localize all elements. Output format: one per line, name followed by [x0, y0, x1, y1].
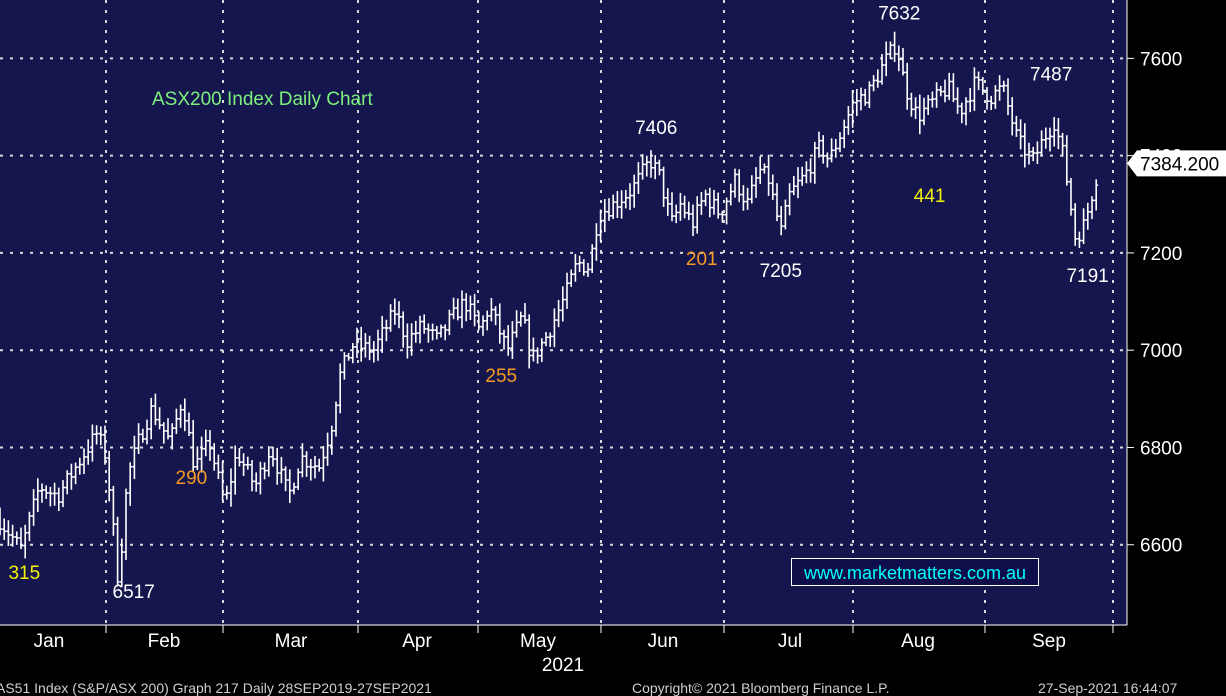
x-tick-label: Jun: [648, 631, 679, 652]
y-tick-label: 6600: [1140, 536, 1182, 557]
annotation-label: 441: [914, 186, 946, 207]
last-price-marker: 7384.200: [1127, 150, 1226, 177]
x-tick-label: Mar: [275, 631, 308, 652]
annotation-label: 6517: [113, 582, 155, 603]
x-tick-label: Jul: [778, 631, 802, 652]
y-tick-label: 7200: [1140, 244, 1182, 265]
x-tick-label: Sep: [1032, 631, 1066, 652]
annotation-label: 315: [8, 563, 40, 584]
watermark-link[interactable]: www.marketmatters.com.au: [791, 558, 1039, 586]
price-bars: [0, 31, 1099, 588]
footer-left-text: AS51 Index (S&P/ASX 200) Graph 217 Daily…: [0, 680, 432, 696]
annotation-label: 7487: [1030, 64, 1072, 85]
x-tick-label: Jan: [34, 631, 65, 652]
footer-timestamp: 27-Sep-2021 16:44:07: [1038, 680, 1178, 696]
x-year-label: 2021: [542, 655, 584, 676]
annotation-label: 7205: [760, 261, 802, 282]
annotation-label: 290: [176, 468, 208, 489]
last-price-box: [1127, 150, 1226, 177]
y-tick-label: 7600: [1140, 49, 1182, 70]
y-tick-label: 7000: [1140, 341, 1182, 362]
annotation-label: 7632: [878, 3, 920, 24]
x-tick-label: May: [520, 631, 556, 652]
x-tick-label: Apr: [402, 631, 432, 652]
footer-copyright: Copyright© 2021 Bloomberg Finance L.P.: [632, 680, 890, 696]
annotation-label: 201: [686, 249, 718, 270]
x-tick-label: Aug: [901, 631, 935, 652]
y-tick-label: 6800: [1140, 438, 1182, 459]
last-price-label: 7384.200: [1140, 154, 1219, 175]
annotations: 315 6517 290 255 7406 201 7205 7632 441 7487 7191: [8, 3, 1108, 603]
axes: 660068007000720074007600JanFebMarAprMayJ…: [0, 0, 1182, 676]
annotation-label: 255: [485, 366, 517, 387]
chart-title: ASX200 Index Daily Chart: [152, 89, 373, 110]
x-tick-label: Feb: [148, 631, 181, 652]
annotation-label: 7406: [635, 118, 677, 139]
annotation-label: 7191: [1066, 266, 1108, 287]
